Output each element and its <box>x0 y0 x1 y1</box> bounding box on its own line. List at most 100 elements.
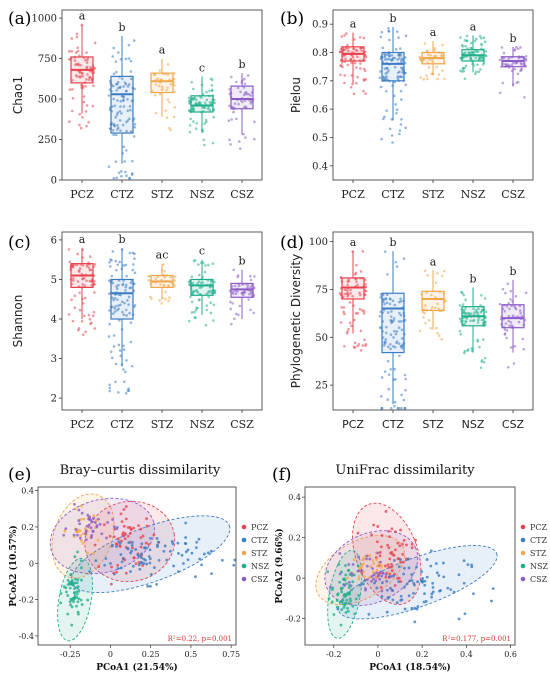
data-point <box>145 517 148 521</box>
data-point <box>360 569 364 572</box>
data-point <box>114 60 118 63</box>
data-point <box>197 537 201 541</box>
data-point <box>76 550 79 554</box>
data-point <box>520 68 523 72</box>
data-point <box>425 575 429 579</box>
data-point <box>134 562 138 566</box>
data-point <box>107 335 111 338</box>
data-point <box>387 565 391 569</box>
data-point <box>481 309 484 312</box>
data-point <box>119 354 123 358</box>
data-point <box>142 561 146 565</box>
data-point <box>68 586 72 590</box>
data-point <box>347 601 351 605</box>
data-point <box>386 71 389 74</box>
data-point <box>391 299 395 303</box>
data-point <box>388 535 391 539</box>
data-point <box>397 580 401 584</box>
data-point <box>332 613 336 616</box>
data-point <box>75 596 79 599</box>
data-point <box>399 54 403 57</box>
data-point <box>180 553 184 557</box>
data-point <box>158 69 161 72</box>
data-point <box>112 334 116 337</box>
data-point <box>87 313 91 317</box>
data-point <box>91 104 95 108</box>
data-point <box>443 77 446 81</box>
data-point <box>121 557 125 561</box>
data-point <box>211 78 214 82</box>
data-point <box>363 278 367 282</box>
data-point <box>80 72 84 75</box>
y-tick-label: 1000 <box>32 14 57 25</box>
data-point <box>351 563 355 566</box>
data-point <box>468 52 472 55</box>
data-point <box>137 563 141 567</box>
data-point <box>119 129 122 132</box>
data-point <box>117 307 120 311</box>
data-point <box>386 359 390 363</box>
data-point <box>198 557 202 561</box>
x-tick-label: 0.5 <box>185 650 198 659</box>
data-point <box>351 604 355 608</box>
data-point <box>122 145 126 149</box>
data-point <box>340 64 343 67</box>
data-point <box>77 269 81 273</box>
data-point <box>117 51 120 54</box>
data-point <box>404 83 408 87</box>
data-point <box>139 527 143 531</box>
data-point <box>204 264 207 267</box>
data-point <box>85 51 88 54</box>
significance-letter: b <box>469 273 476 286</box>
data-point <box>360 49 364 52</box>
data-point <box>347 591 351 595</box>
data-point <box>117 343 121 347</box>
data-point <box>365 564 369 568</box>
data-point <box>342 310 345 314</box>
data-point <box>465 317 468 320</box>
data-point <box>347 586 351 590</box>
data-point <box>375 558 379 562</box>
data-point <box>372 570 375 574</box>
data-point <box>513 49 517 52</box>
data-point <box>387 69 390 72</box>
data-point <box>463 351 466 355</box>
data-point <box>359 62 362 65</box>
data-point <box>346 289 349 292</box>
data-point <box>459 69 462 73</box>
data-point <box>389 315 393 318</box>
data-point <box>475 50 478 53</box>
data-point <box>381 571 384 575</box>
x-tick-label: PCZ <box>70 418 94 431</box>
data-point <box>359 270 363 273</box>
data-point <box>124 285 128 289</box>
data-point <box>236 86 240 90</box>
data-point <box>232 268 236 272</box>
data-point <box>148 584 152 588</box>
data-point <box>120 300 124 304</box>
data-point <box>190 275 194 278</box>
data-point <box>127 83 131 86</box>
data-point <box>350 574 354 577</box>
data-point <box>184 550 188 554</box>
data-point <box>349 599 352 603</box>
data-point <box>384 331 388 335</box>
data-point <box>92 514 96 518</box>
data-point <box>100 532 104 536</box>
data-point <box>105 536 108 540</box>
data-point <box>429 549 433 553</box>
data-point <box>125 174 128 178</box>
data-point <box>122 534 126 538</box>
data-point <box>77 589 81 593</box>
data-point <box>506 282 510 286</box>
data-point <box>83 284 87 288</box>
data-point <box>106 521 109 524</box>
data-point <box>350 324 353 328</box>
data-point <box>386 398 390 402</box>
data-point <box>75 604 78 608</box>
data-point <box>203 270 207 274</box>
data-point <box>423 269 427 273</box>
x-tick-label: 0.6 <box>504 650 517 659</box>
data-point <box>208 101 212 104</box>
x-tick-label: STZ <box>422 188 445 201</box>
